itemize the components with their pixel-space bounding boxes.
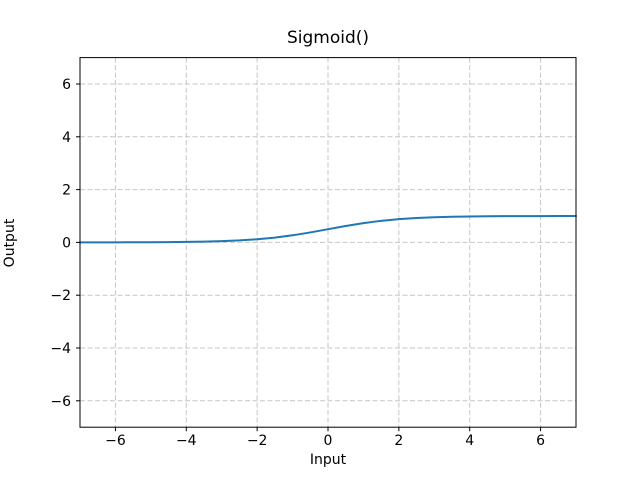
y-tick-label: 6 [62,77,71,93]
x-tick-label: −6 [105,433,126,449]
y-tick-label: −2 [50,288,71,304]
x-tick-label: 2 [394,433,403,449]
y-axis-label: Output [2,218,18,268]
x-tick-label: 6 [536,433,545,449]
x-tick-label: −2 [247,433,268,449]
y-tick-label: −6 [50,394,71,410]
y-tick-label: 0 [62,235,71,251]
y-tick-label: 2 [62,183,71,199]
x-tick-label: 4 [465,433,474,449]
chart-title: Sigmoid() [286,28,370,48]
x-axis-label: Input [309,452,347,468]
sigmoid-curve [79,215,577,244]
x-tick-label: −4 [176,433,197,449]
y-tick-label: 4 [62,130,71,146]
y-tick-label: −4 [50,341,71,357]
x-tick-label: 0 [324,433,333,449]
